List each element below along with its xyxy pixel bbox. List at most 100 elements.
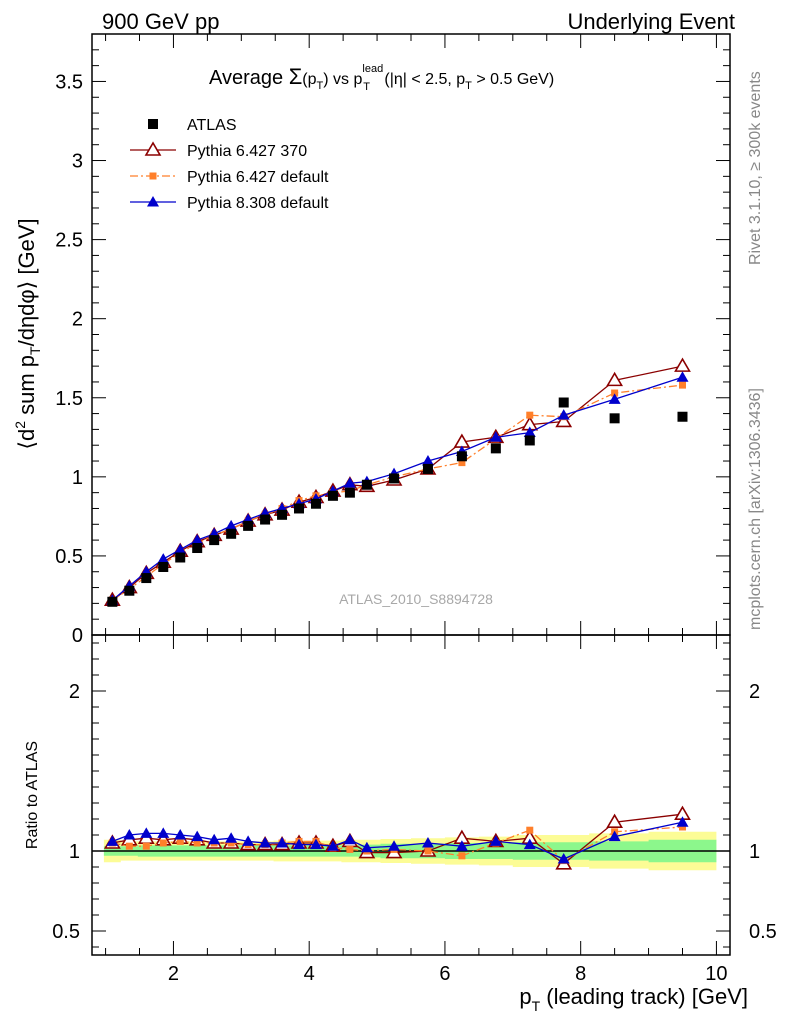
- x-tick-label: 10: [705, 963, 727, 985]
- plot-title-vs-sub: T: [363, 81, 370, 93]
- ratio-2-point: [557, 853, 570, 864]
- main-0-series: [107, 397, 688, 607]
- main-3-point: [191, 534, 204, 545]
- main-0-point: [124, 585, 135, 596]
- main-3-point: [225, 519, 238, 531]
- ratio-1-point: [678, 823, 686, 831]
- x-tick-label: 6: [439, 963, 450, 985]
- y-tick-label: 2.5: [55, 230, 83, 252]
- main-0-point: [226, 528, 237, 539]
- main-0-point: [294, 503, 305, 514]
- ratio-2-point: [225, 832, 238, 843]
- main-0-point: [141, 573, 152, 584]
- ratio-1-point: [125, 842, 133, 850]
- plot-title-sigma-arg: (p: [302, 71, 316, 88]
- main-0-point: [524, 435, 535, 446]
- legend-label: Pythia 6.427 370: [187, 143, 307, 160]
- main-3-point: [174, 543, 187, 555]
- ylabel-main-sup: 2: [12, 421, 28, 429]
- ylabel-main-mid: sum p: [14, 355, 39, 421]
- plot-title: Average Σ(pT) vs plead T (|η| < 2.5, pT >…: [209, 63, 554, 93]
- ratio-2-point: [676, 816, 689, 827]
- ratio-y-tick-label: 0.5: [52, 921, 80, 943]
- xlabel-rest: (leading track) [GeV]: [540, 984, 748, 1009]
- ratio-y-tick-label: 1: [69, 841, 80, 863]
- main-3-point: [489, 431, 502, 442]
- xlabel-main: p: [519, 984, 531, 1009]
- ratio-2-point: [123, 829, 136, 840]
- y-tick-label: 3: [72, 151, 83, 173]
- main-2-point: [678, 381, 686, 389]
- ratio-y-tick-label-right: 0.5: [749, 921, 777, 943]
- ratio-0-point: [606, 813, 624, 829]
- main-3-point: [421, 455, 434, 466]
- main-0-point: [361, 479, 372, 490]
- main-0-point: [260, 514, 271, 525]
- ratio-1-point: [176, 837, 184, 845]
- ratio-y-tick-label-right: 1: [749, 841, 760, 863]
- main-1-point: [674, 357, 691, 372]
- ratio-2-point: [523, 838, 536, 850]
- main-0-point: [192, 543, 203, 554]
- ylabel-main-sub: T: [27, 346, 43, 355]
- main-0-point: [175, 552, 186, 563]
- main-2-series: [108, 381, 686, 604]
- legend-item: Pythia 6.427 default: [130, 169, 329, 186]
- main-plot-data: [103, 357, 691, 607]
- ratio-2-point: [106, 835, 119, 846]
- ratio-2-point: [608, 830, 621, 842]
- ratio-2-point: [388, 840, 401, 851]
- main-3-point: [157, 553, 170, 564]
- main-3-point: [343, 477, 356, 488]
- ratio-1-point: [227, 839, 235, 847]
- main-0-point: [277, 509, 288, 520]
- main-3-point: [676, 371, 689, 382]
- ratio-2-point: [343, 833, 356, 845]
- x-tick-label: 4: [304, 963, 315, 985]
- y-tick-label: 0: [72, 625, 83, 647]
- ylabel-ratio: Ratio to ATLAS: [24, 741, 41, 849]
- ratio-2-point: [140, 827, 153, 838]
- ratio-2-point: [293, 838, 306, 850]
- ratio-plot-data: [92, 805, 730, 870]
- legend-label: Pythia 8.308 default: [187, 195, 329, 212]
- x-tick-label: 8: [575, 963, 586, 985]
- main-0-point: [158, 561, 169, 572]
- ratio-1-point: [159, 839, 167, 847]
- ratio-frame: [91, 634, 731, 956]
- main-0-point: [490, 443, 501, 454]
- header-left: 900 GeV pp: [102, 9, 219, 34]
- main-2-point: [611, 389, 619, 397]
- ratio-2-point: [421, 837, 434, 848]
- main-3-point: [608, 393, 621, 404]
- legend-marker: [147, 196, 159, 207]
- ratio-2-point: [489, 835, 502, 846]
- main-2-point: [458, 459, 466, 467]
- plot-title-cond-sub: T: [465, 80, 472, 92]
- legend-marker: [149, 172, 157, 180]
- main-0-point: [389, 473, 400, 484]
- ratio-2-point: [455, 840, 468, 851]
- main-0-point: [422, 463, 433, 474]
- main-0-point: [677, 411, 688, 422]
- y-tick-label: 3.5: [55, 71, 83, 93]
- main-2-point: [526, 411, 534, 419]
- ylabel-main: ⟨d2 sum pT/dηdφ⟩ [GeV]: [12, 218, 43, 449]
- ratio-2-point: [326, 840, 339, 851]
- main-3-series: [106, 371, 689, 605]
- plot-title-cond-close: > 0.5 GeV): [472, 71, 554, 88]
- x-tick-label: 2: [168, 963, 179, 985]
- main-2-line: [112, 384, 683, 601]
- plot-title-cond-open: (|η| < 2.5, p: [380, 71, 465, 88]
- ratio-2-point: [174, 829, 187, 840]
- ratio-2-point: [157, 827, 170, 838]
- y-tick-label: 1.5: [55, 388, 83, 410]
- y-tick-label: 2: [72, 309, 83, 331]
- main-0-point: [107, 596, 118, 607]
- plot-title-prefix: Average: [209, 67, 289, 89]
- rivet-label: Rivet 3.1.10, ≥ 300k events: [747, 71, 764, 265]
- ylabel-main-open: ⟨d: [14, 429, 39, 450]
- ratio-1-point: [346, 845, 354, 853]
- legend-item: Pythia 8.308 default: [130, 195, 329, 212]
